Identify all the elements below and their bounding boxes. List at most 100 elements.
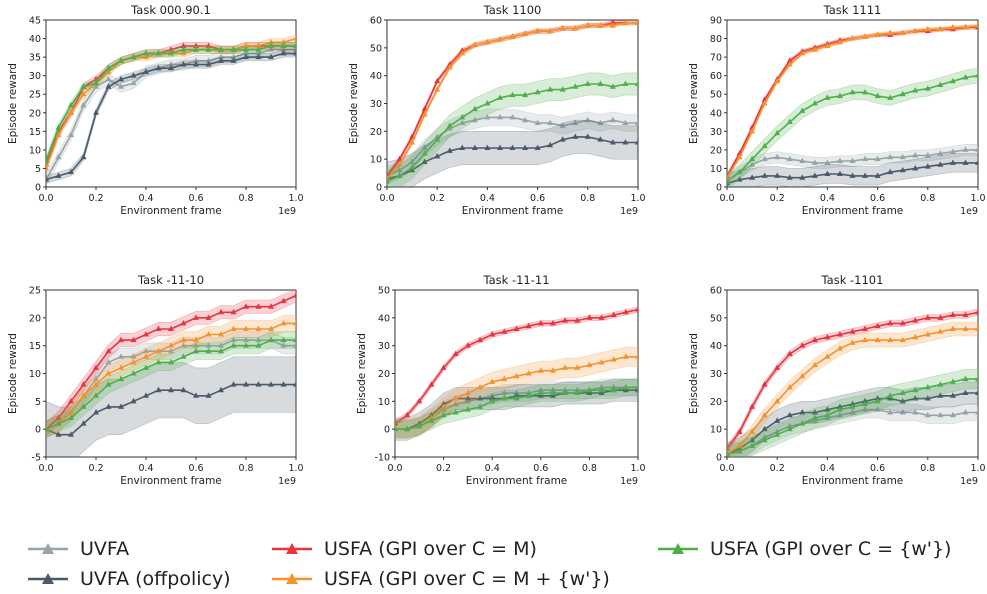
marker-usfa-gpi-over-c-m — [513, 325, 520, 331]
marker-usfa-gpi-over-c-m-w — [522, 30, 529, 36]
marker-usfa-gpi-over-c-m-w — [280, 320, 287, 326]
marker-usfa-gpi-over-c-m — [525, 322, 532, 329]
series-group — [46, 290, 296, 457]
chart-title: Task -11-11 — [482, 273, 549, 287]
marker-usfa-gpi-over-c-m-w — [293, 35, 296, 41]
marker-usfa-gpi-over-c-m — [93, 364, 99, 370]
marker-usfa-gpi-over-c-m-w — [799, 50, 806, 56]
marker-usfa-gpi-over-c-m — [421, 105, 428, 112]
marker-usfa-gpi-over-c-w — [218, 46, 224, 52]
marker-uvfa-offpolicy — [975, 389, 978, 395]
chart-panel-1: Task 000.90.1 0 5 10 15 20 25 30 35 40 45 0.0 0.2 0.4… — [7, 3, 304, 217]
marker-usfa-gpi-over-c-w — [836, 406, 843, 412]
marker-usfa-gpi-over-c-w — [736, 448, 743, 454]
marker-uvfa — [243, 50, 249, 56]
marker-usfa-gpi-over-c-w — [464, 406, 471, 412]
marker-usfa-gpi-over-c-m-w — [255, 42, 262, 48]
marker-uvfa-offpolicy — [597, 136, 604, 142]
marker-usfa-gpi-over-c-w — [547, 86, 554, 92]
marker-usfa-gpi-over-c-w — [736, 168, 743, 175]
marker-usfa-gpi-over-c-m-w — [887, 336, 894, 343]
marker-usfa-gpi-over-c-m-w — [736, 153, 743, 160]
y-tick-label: 20 — [378, 369, 390, 380]
marker-uvfa — [761, 434, 768, 440]
marker-usfa-gpi-over-c-m — [130, 336, 137, 343]
y-tick-label: 40 — [710, 341, 722, 352]
marker-uvfa — [937, 150, 944, 156]
chart-title: Task 000.90.1 — [130, 3, 211, 17]
x-tick-label: 1.0 — [630, 193, 645, 204]
marker-usfa-gpi-over-c-m-w — [609, 22, 616, 28]
legend-marker-usfa-m — [272, 543, 312, 554]
marker-usfa-gpi-over-c-m-w — [824, 353, 831, 359]
marker-uvfa — [464, 397, 471, 404]
marker-usfa-gpi-over-c-w — [862, 400, 869, 407]
marker-uvfa — [440, 406, 447, 412]
band-usfa-gpi-over-c-w — [46, 41, 296, 165]
marker-uvfa — [562, 386, 569, 393]
marker-uvfa-offpolicy — [975, 159, 978, 165]
marker-uvfa — [484, 114, 491, 120]
x-tick-label: 1.0 — [630, 463, 645, 474]
marker-uvfa-offpolicy — [155, 386, 162, 393]
marker-uvfa — [193, 342, 199, 348]
marker-usfa-gpi-over-c-m-w — [446, 63, 453, 70]
marker-uvfa — [496, 114, 503, 120]
marker-usfa-gpi-over-c-m — [293, 292, 296, 298]
marker-usfa-gpi-over-c-m-w — [962, 24, 969, 30]
marker-usfa-gpi-over-c-m-w — [849, 339, 856, 345]
marker-uvfa — [230, 53, 237, 60]
marker-uvfa-offpolicy — [887, 395, 894, 401]
marker-usfa-gpi-over-c-m-w — [396, 161, 403, 167]
marker-uvfa-offpolicy — [471, 144, 478, 151]
marker-usfa-gpi-over-c-w — [975, 72, 978, 78]
marker-usfa-gpi-over-c-w — [68, 101, 74, 108]
y-tick-label: 50 — [710, 313, 722, 324]
marker-uvfa-offpolicy — [749, 174, 756, 180]
marker-usfa-gpi-over-c-w — [471, 105, 478, 112]
marker-usfa-gpi-over-c-m-w — [230, 325, 237, 331]
marker-usfa-gpi-over-c-w — [562, 389, 569, 395]
marker-usfa-gpi-over-c-m — [193, 314, 199, 320]
plot-area — [45, 289, 297, 458]
marker-uvfa-offpolicy — [218, 57, 224, 63]
y-axis-label: Episode reward — [688, 63, 700, 144]
legend-item-uvfa: UVFA — [28, 538, 129, 560]
x-axis-label: Environment frame — [462, 205, 564, 217]
marker-usfa-gpi-over-c-m-w — [193, 336, 199, 343]
marker-usfa-gpi-over-c-w — [501, 395, 508, 401]
marker-usfa-gpi-over-c-m — [635, 306, 638, 312]
marker-uvfa — [218, 53, 224, 60]
marker-usfa-gpi-over-c-w — [522, 91, 529, 98]
marker-usfa-gpi-over-c-m-w — [586, 361, 593, 368]
marker-usfa-gpi-over-c-m — [218, 308, 224, 315]
marker-uvfa-offpolicy — [824, 406, 831, 412]
marker-uvfa-offpolicy — [230, 381, 237, 387]
x-tick-label: 0.0 — [379, 193, 394, 204]
marker-usfa-gpi-over-c-w — [513, 395, 520, 401]
marker-uvfa — [459, 119, 466, 125]
marker-uvfa-offpolicy — [105, 403, 112, 409]
marker-uvfa-offpolicy — [537, 392, 544, 398]
marker-usfa-gpi-over-c-m-w — [635, 353, 638, 359]
marker-uvfa-offpolicy — [205, 392, 212, 398]
marker-usfa-gpi-over-c-w — [824, 411, 831, 418]
marker-usfa-gpi-over-c-w — [786, 425, 793, 432]
marker-uvfa — [446, 125, 453, 131]
marker-usfa-gpi-over-c-m-w — [749, 127, 756, 134]
marker-uvfa-offpolicy — [635, 139, 638, 145]
marker-uvfa — [180, 342, 187, 348]
marker-usfa-gpi-over-c-w — [899, 389, 906, 395]
marker-uvfa — [268, 46, 274, 52]
x-axis-label: Environment frame — [802, 205, 904, 217]
marker-uvfa — [924, 152, 931, 158]
marker-usfa-gpi-over-c-m — [727, 445, 730, 451]
x-tick-label: 0.8 — [582, 463, 597, 474]
marker-usfa-gpi-over-c-w — [610, 386, 617, 393]
marker-usfa-gpi-over-c-w — [824, 94, 831, 100]
marker-usfa-gpi-over-c-m-w — [80, 90, 87, 97]
marker-uvfa-offpolicy — [598, 389, 605, 395]
marker-usfa-gpi-over-c-m-w — [409, 139, 416, 145]
marker-usfa-gpi-over-c-m-w — [168, 342, 174, 348]
y-tick-label: 10 — [378, 397, 390, 408]
